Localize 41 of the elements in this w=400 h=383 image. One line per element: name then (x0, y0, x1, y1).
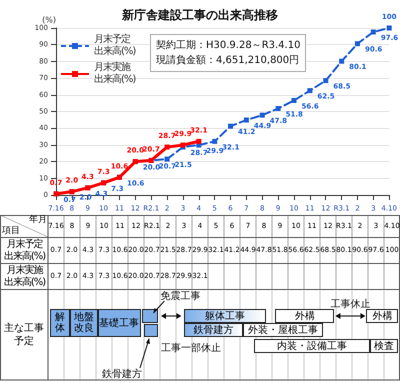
info-box: 契約工期：H30.9.28～R3.4.10 現請負金額：4,651,210,800円 (150, 34, 306, 72)
point (370, 30, 376, 35)
text: 主な工事予定 (3, 322, 45, 348)
annotation: 契約工期：H30.9.28～R3.4.10 (156, 38, 300, 53)
text: 免震工事 (160, 290, 200, 303)
text: 解体 (50, 309, 70, 337)
point (292, 98, 297, 103)
text: 躯体工事 (184, 309, 266, 323)
point (164, 156, 170, 162)
point (354, 41, 360, 46)
point (164, 144, 170, 150)
text: 内装・設備工事 (254, 339, 370, 353)
legend-label: 月末実施出来高(%) (94, 62, 136, 86)
text: 月末実施出来高(%) (4, 264, 46, 288)
point (323, 78, 328, 84)
chart-title: 新庁舎建設工事の出来高推移 (121, 8, 278, 22)
x-axis-title: 年月 (29, 215, 47, 225)
point (307, 88, 312, 94)
text: 工事休止 (330, 298, 370, 311)
point (228, 124, 234, 129)
point (196, 138, 202, 144)
point (386, 26, 392, 30)
text: 外装・屋根工事 (243, 323, 324, 337)
text: 工事一部休止 (161, 342, 221, 355)
text: 月末予定出来高(%) (4, 238, 46, 262)
point (260, 112, 265, 118)
text: 地盤改良 (70, 309, 98, 337)
legend-label: 月末予定出来高(%) (94, 34, 136, 58)
annotation: 現請負金額：4,651,210,800円 (156, 54, 300, 68)
text: 鉄骨建方 (102, 368, 142, 381)
point (339, 58, 344, 64)
text: 検査 (370, 339, 398, 353)
text: 外構 (275, 309, 334, 323)
text: 基礎工事 (98, 309, 141, 337)
text: 外構 (366, 309, 398, 323)
y-axis-title: (%) (42, 16, 56, 24)
point (276, 106, 281, 111)
point (244, 118, 249, 123)
point (212, 138, 218, 144)
text: 項目 (2, 226, 20, 236)
text: 鉄骨建方 (184, 323, 244, 337)
